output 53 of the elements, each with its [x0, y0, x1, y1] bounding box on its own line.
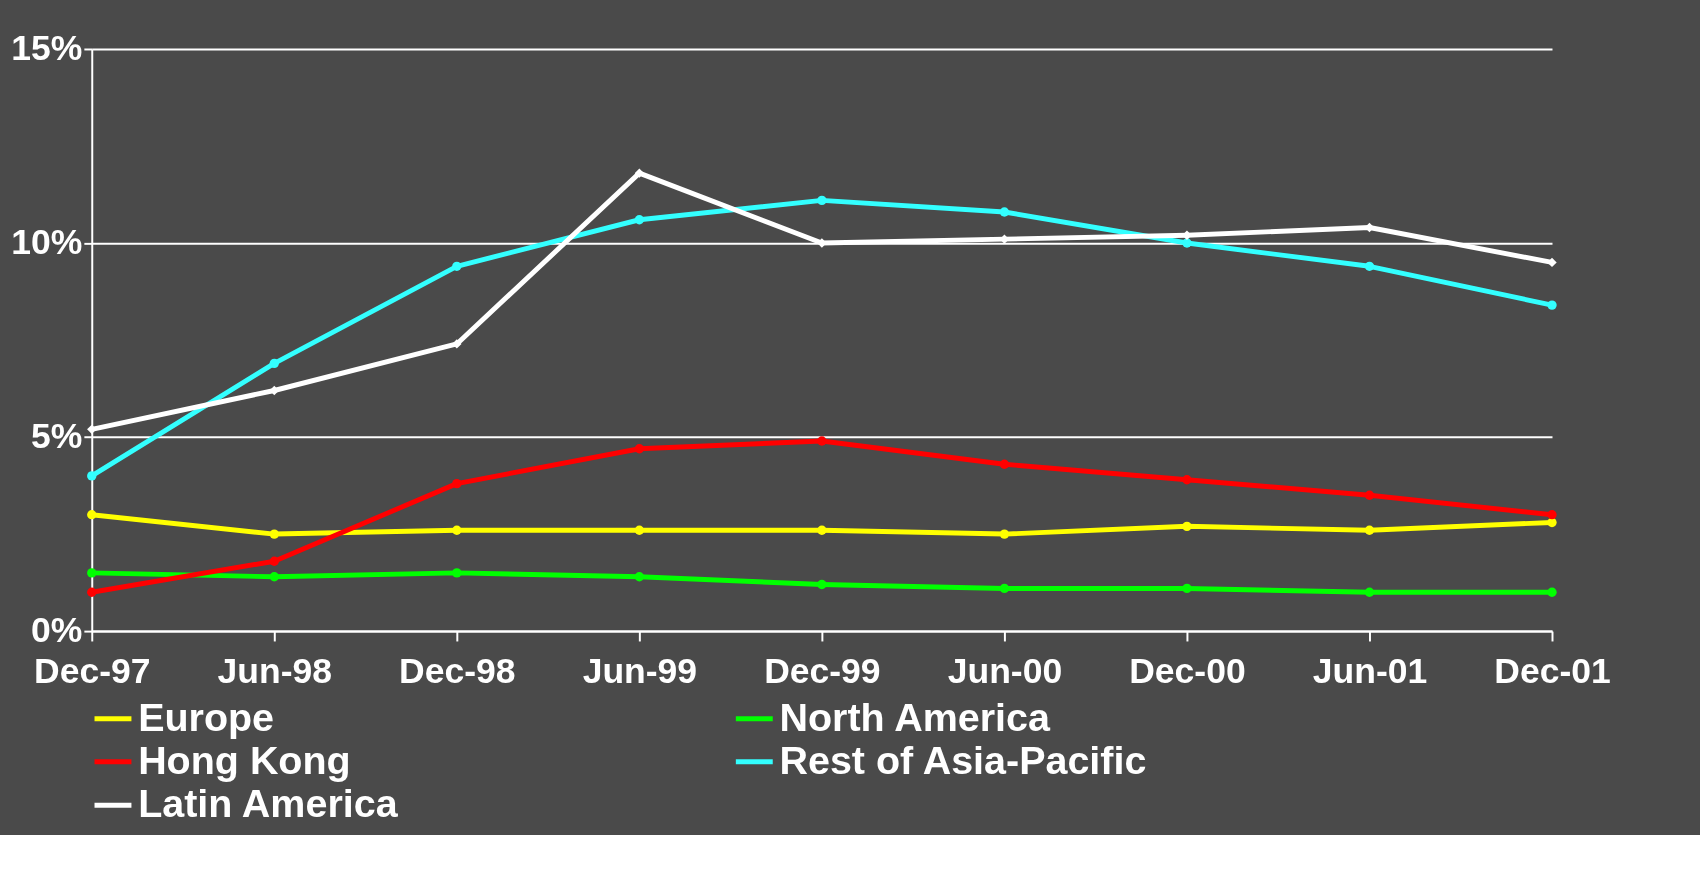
point	[1182, 583, 1192, 594]
x-tick-label: Dec-00	[1129, 650, 1246, 691]
point	[1547, 587, 1557, 597]
point	[1364, 490, 1375, 500]
point	[817, 195, 827, 206]
point	[634, 572, 645, 582]
x-tick-label: Dec-97	[34, 650, 151, 691]
point	[452, 478, 462, 489]
x-tick-label: Dec-99	[764, 650, 881, 691]
point	[87, 471, 97, 481]
point	[452, 261, 462, 271]
point	[269, 358, 279, 368]
x-tick-label: Jun-00	[947, 650, 1063, 691]
point	[817, 525, 827, 535]
y-tick-label: 5%	[31, 416, 83, 457]
point	[269, 556, 279, 566]
point	[634, 444, 645, 454]
point	[87, 510, 97, 520]
point	[817, 579, 827, 590]
point	[634, 525, 645, 535]
point	[1364, 587, 1375, 597]
x-tick-label: Dec-98	[399, 650, 516, 691]
point	[87, 568, 97, 578]
point	[269, 572, 279, 582]
legend-label: North America	[779, 694, 1051, 739]
legend-label: Europe	[138, 694, 275, 739]
point	[1364, 261, 1375, 271]
y-tick-label: 15%	[11, 28, 83, 69]
x-tick-label: Jun-98	[217, 650, 332, 691]
legend-label: Rest of Asia-Pacific	[779, 737, 1147, 782]
point	[999, 583, 1010, 594]
point	[817, 436, 827, 446]
point	[452, 525, 462, 535]
point	[1364, 525, 1375, 535]
point	[999, 529, 1010, 539]
point	[269, 529, 279, 539]
point	[1182, 238, 1192, 248]
y-tick-label: 0%	[31, 610, 83, 651]
x-tick-label: Jun-99	[582, 650, 698, 691]
point	[1182, 475, 1192, 485]
point	[999, 207, 1010, 217]
point	[634, 215, 645, 225]
point	[87, 587, 97, 597]
point	[1182, 521, 1192, 531]
point	[999, 459, 1010, 469]
x-tick-label: Jun-01	[1312, 650, 1428, 691]
point	[1547, 300, 1557, 310]
y-tick-label: 10%	[11, 222, 83, 263]
legend-label: Latin America	[138, 781, 399, 826]
point	[452, 339, 462, 349]
point	[1547, 510, 1557, 520]
x-tick-label: Dec-01	[1494, 650, 1611, 691]
point	[452, 568, 462, 578]
